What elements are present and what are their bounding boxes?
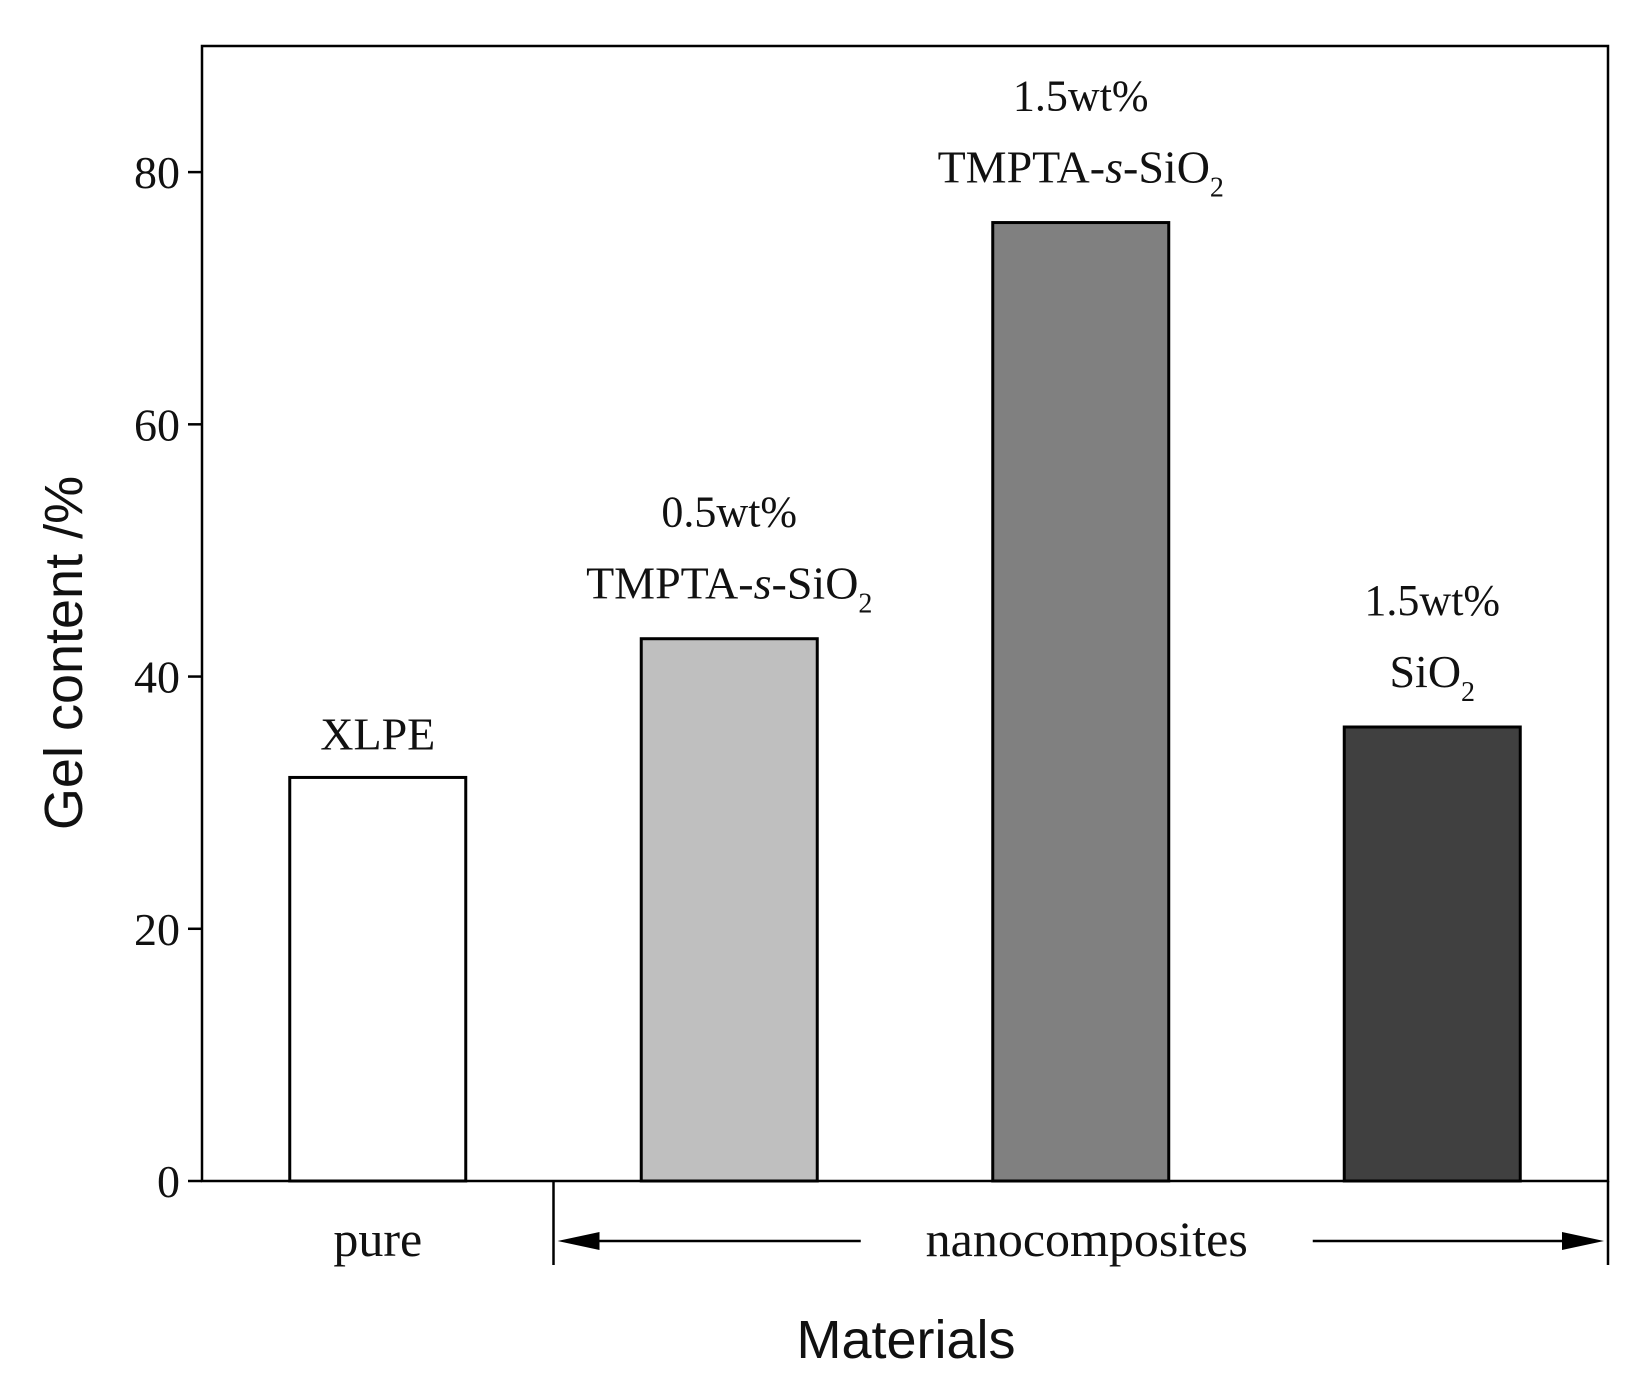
bar-label-2-concentration: 0.5wt% xyxy=(661,488,797,537)
bar-label-4-concentration: 1.5wt% xyxy=(1364,576,1500,625)
bar-3 xyxy=(991,221,1171,1183)
bar-label-part: TMPTA- xyxy=(586,558,754,609)
bar-label-part: -SiO xyxy=(772,558,859,609)
arrow-right-head xyxy=(1562,1232,1604,1250)
y-tick-label: 0 xyxy=(157,1156,180,1207)
arrow-left-head xyxy=(557,1232,600,1250)
bar-label-3-concentration: 1.5wt% xyxy=(1013,72,1149,121)
group-label-nanocomposites: nanocomposites xyxy=(926,1211,1248,1267)
y-tick-label: 80 xyxy=(134,147,180,198)
plot-frame xyxy=(200,44,1610,1183)
bar-label-part: s xyxy=(1105,142,1123,193)
bar-label-part: 2 xyxy=(1461,677,1475,708)
bar-2 xyxy=(639,637,819,1183)
y-tick-label: 40 xyxy=(134,652,180,703)
bar-label-part: 2 xyxy=(858,589,872,620)
bar-label-part: TMPTA- xyxy=(938,142,1106,193)
bar-label-2-material: TMPTA-s-SiO2 xyxy=(586,558,872,620)
bar-label-3-material: TMPTA-s-SiO2 xyxy=(938,142,1224,204)
bar-4 xyxy=(1342,725,1522,1183)
y-tick-label: 20 xyxy=(134,904,180,955)
bar-label-4-material: SiO2 xyxy=(1389,646,1475,708)
bar-1 xyxy=(288,775,468,1183)
bar-label-part: 2 xyxy=(1210,173,1224,204)
bar-label-part: -SiO xyxy=(1123,142,1210,193)
x-axis-label: Materials xyxy=(796,1310,1015,1370)
bar-label-part: SiO xyxy=(1389,646,1461,697)
y-tick-label: 60 xyxy=(134,399,180,450)
group-label-pure: pure xyxy=(333,1211,422,1267)
bar-label-1: XLPE xyxy=(320,708,435,759)
y-axis-label: Gel content /% xyxy=(34,476,94,830)
bar-label-part: s xyxy=(754,558,772,609)
